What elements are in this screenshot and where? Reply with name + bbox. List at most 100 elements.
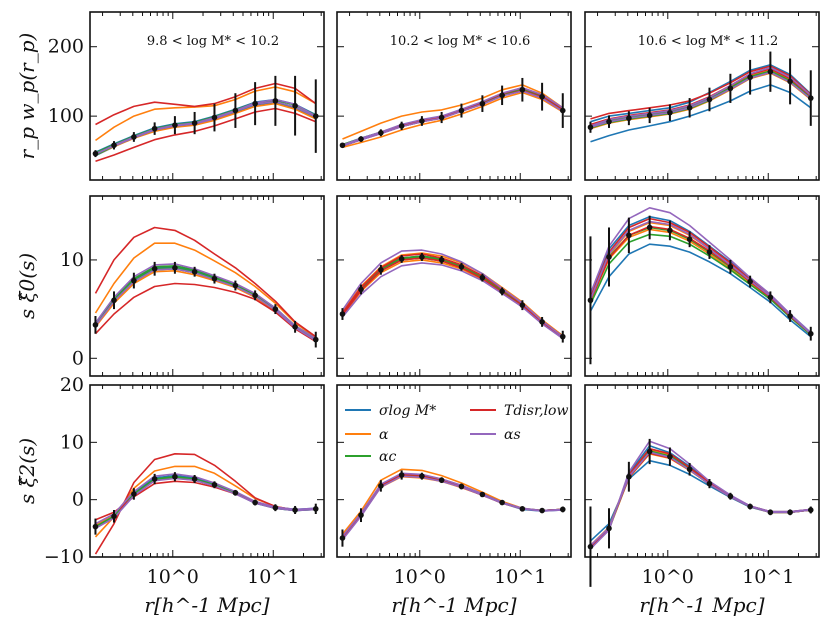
data-point: [479, 491, 486, 498]
x-tick-label: 10^1: [742, 566, 794, 588]
data-point: [172, 265, 178, 271]
series-alpha_s-line: [342, 90, 564, 147]
y-tick-label: 10: [60, 431, 84, 453]
series-T_disr_low-line: [94, 282, 317, 343]
data-point: [458, 107, 465, 114]
model-curves: [342, 84, 564, 149]
data-point: [378, 266, 384, 273]
y-tick-label: 0: [72, 489, 84, 511]
series-sigma_logM-line: [590, 84, 812, 143]
data-point: [587, 543, 594, 550]
data-point: [92, 523, 99, 530]
model-curves: [94, 452, 316, 555]
data-point: [339, 142, 346, 149]
data-point: [191, 120, 198, 126]
series-sigma_logM-line: [589, 243, 812, 338]
data-point: [706, 249, 713, 255]
panel-xi2-3: 10^0 10^1: [584, 384, 820, 588]
panel-xi2-2: 10^0 10^1: [336, 384, 572, 588]
data-point: [92, 150, 99, 157]
data-point: [479, 100, 486, 107]
series-alpha_c-line: [590, 70, 812, 128]
data-point: [686, 105, 693, 111]
series-sigma_logM-line: [94, 267, 317, 342]
data-point: [747, 74, 753, 81]
data-point: [358, 286, 364, 293]
data-point: [539, 93, 545, 100]
series-alpha-line: [95, 102, 317, 156]
data-point: [358, 136, 364, 142]
model-curves: [341, 249, 564, 340]
data-point: [587, 297, 594, 304]
x-tick-label: 10^1: [494, 566, 546, 588]
series-alpha_s-line: [95, 473, 316, 525]
x-axis-label: r[h^-1 Mpc]: [391, 593, 516, 617]
data-point: [667, 453, 673, 460]
series-alpha_s-line: [590, 66, 812, 127]
data-point: [686, 236, 693, 243]
series-alpha_c-line: [589, 233, 812, 336]
y-tick-label: 10: [60, 249, 84, 271]
data-point: [787, 78, 793, 85]
x-tick-label: 10^0: [147, 566, 199, 588]
series-alpha-line: [341, 468, 563, 535]
series-alpha_s-line: [95, 98, 317, 156]
data-point: [606, 254, 612, 260]
data-point: [191, 476, 198, 482]
legend-label-alpha_c: αc: [379, 449, 396, 465]
panel-xi0-2: [336, 195, 572, 377]
series-alpha_s-line: [589, 207, 812, 334]
data-point: [419, 473, 425, 479]
series-T_disr_low-line: [590, 65, 812, 120]
data-point: [232, 282, 239, 289]
legend: σlog M* α αc Tdisr,low αs: [345, 403, 568, 465]
data-point: [211, 275, 218, 282]
data-point: [606, 118, 612, 125]
data-point: [312, 506, 319, 512]
series-alpha_s-line: [589, 220, 812, 335]
data-point: [499, 92, 505, 99]
legend-label-alpha_s: αs: [504, 427, 521, 443]
y-tick-label: 100: [48, 105, 84, 127]
panel-frame: [584, 11, 820, 181]
data-point: [767, 509, 774, 516]
series-alpha_s-line: [590, 71, 812, 128]
data-point: [378, 483, 384, 489]
data-point: [419, 118, 425, 124]
panel-xi2-1: −10 0 10 20 10^0 10^1: [44, 374, 325, 588]
data-point: [539, 319, 545, 325]
panel-title: 10.6 < log M* < 11.2: [638, 34, 778, 49]
data-point: [807, 95, 814, 101]
data-point: [111, 513, 117, 520]
data-point: [559, 107, 566, 114]
data-point: [151, 125, 158, 132]
data-point: [191, 268, 198, 275]
data-point: [232, 489, 239, 496]
series-sigma_logM-line: [95, 98, 317, 153]
series-T_disr_low-line: [589, 452, 811, 548]
panel-title: 10.2 < log M* < 10.6: [390, 34, 530, 49]
panel-xi0-1: 0 10: [60, 195, 325, 377]
panel-frame: [336, 195, 572, 377]
data-point: [606, 525, 612, 532]
data-point: [559, 333, 566, 340]
data-point: [519, 86, 526, 93]
data-point: [292, 324, 298, 330]
data-point: [211, 481, 218, 488]
data-point: [111, 142, 117, 149]
data-point: [706, 96, 713, 103]
data-point: [111, 297, 117, 304]
series-alpha_s-line: [95, 477, 316, 529]
x-tick-label: 10^1: [247, 566, 299, 588]
x-axis-label: r[h^-1 Mpc]: [639, 593, 764, 617]
y-tick-label: 0: [72, 347, 84, 369]
y-axis-label-wp: r_p w_p(r_p): [15, 33, 39, 160]
data-point: [787, 313, 793, 319]
data-point: [172, 122, 178, 128]
data-point: [458, 264, 465, 270]
data-point: [727, 85, 734, 92]
data-point: [131, 134, 137, 140]
panel-frame: [89, 11, 325, 181]
y-axis-label-xi2: s ξ̂2(s): [15, 438, 39, 504]
